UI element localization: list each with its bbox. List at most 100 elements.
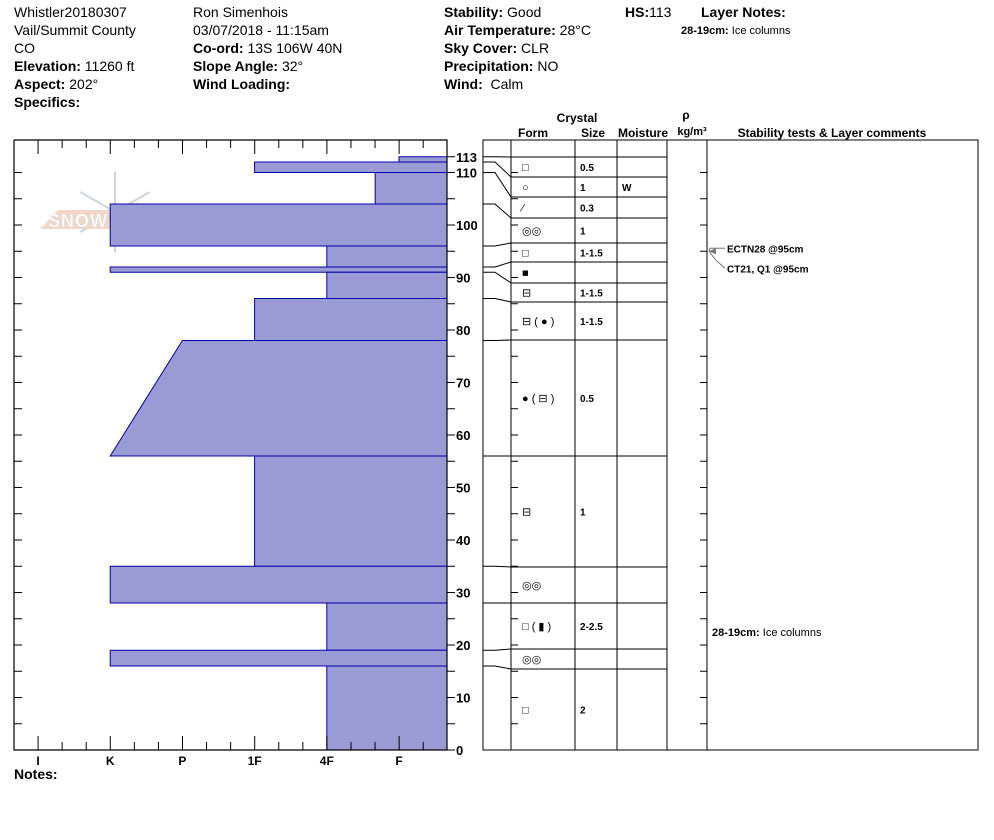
- specifics: Specifics:: [14, 93, 80, 111]
- crystal-size: 0.5: [580, 394, 594, 405]
- air-temp-value: 28°C: [559, 22, 591, 38]
- crystal-form-symbol: ○: [522, 182, 529, 194]
- elevation-label: Elevation:: [14, 58, 81, 74]
- coord: Co-ord: 13S 106W 40N: [193, 39, 342, 57]
- crystal-size: 0.5: [580, 163, 594, 174]
- sky-label: Sky Cover:: [444, 40, 518, 56]
- crystal-form-symbol: ⊟ ( ● ): [522, 316, 554, 328]
- crystal-size: 1-1.5: [580, 289, 603, 300]
- notes-label: Notes:: [14, 766, 58, 782]
- layer-notes-label: Layer Notes:: [701, 4, 786, 20]
- crystal-form-symbol: ⊟: [522, 507, 531, 519]
- crystal-form-symbol: ■: [522, 268, 529, 280]
- hardness-tick-label: 1F: [248, 754, 262, 768]
- air-temperature: Air Temperature: 28°C: [444, 21, 591, 39]
- hardness-tick-label: 4F: [320, 754, 334, 768]
- crystal-form-symbol: ◎◎: [522, 226, 541, 238]
- slope-value: 32°: [281, 58, 304, 74]
- moisture-header: Moisture: [618, 126, 668, 140]
- slope-angle: Slope Angle: 32°: [193, 57, 303, 75]
- observer: Ron Simenhois: [193, 4, 288, 20]
- stability-value: Good: [507, 4, 542, 20]
- layer-connector-line: [483, 271, 512, 284]
- hardness-layer-bar: [326, 602, 448, 651]
- crystal-size: 1: [580, 183, 586, 194]
- wind-loading-label: Wind Loading:: [193, 76, 291, 92]
- depth-tick-label: 10: [456, 691, 470, 706]
- depth-tick-label: 60: [456, 428, 470, 443]
- moisture-value: W: [622, 183, 632, 194]
- wind-value: Calm: [490, 76, 524, 92]
- hardness-tick-label: P: [178, 754, 186, 768]
- hardness-layer-bar: [254, 298, 448, 341]
- stability-test-label: CT21, Q1 @95cm: [727, 264, 809, 275]
- layer-connector-line: [483, 203, 512, 219]
- layer-connector-line: [483, 339, 512, 341]
- hardness-layer-bar: [326, 271, 448, 299]
- layer-connector-line: [483, 242, 512, 247]
- hardness-layer-bar: [109, 649, 448, 667]
- aspect-label: Aspect:: [14, 76, 66, 92]
- density-symbol-header: ρ: [682, 108, 689, 122]
- form-header: Form: [518, 126, 548, 140]
- precip-value: NO: [537, 58, 559, 74]
- crystal-size: 2: [580, 706, 586, 717]
- elevation: Elevation: 11260 ft: [14, 57, 134, 75]
- hardness-layer-bar: [374, 172, 448, 205]
- stability-test-label: ECTN28 @95cm: [727, 244, 804, 255]
- hardness-layer-bar: [254, 161, 448, 173]
- layer-note: 28-19cm: Ice columns: [681, 22, 790, 40]
- depth-tick-label: 80: [456, 323, 470, 338]
- crystal-form-symbol: ⊟: [522, 288, 531, 300]
- crystal-form-symbol: □ ( ▮ ): [522, 621, 551, 633]
- crystal-form-symbol: ◎◎: [522, 654, 541, 666]
- crystal-form-symbol: □: [522, 162, 529, 174]
- layer-note-text: Ice columns: [731, 25, 791, 37]
- hardness-layer-bar: [109, 340, 448, 457]
- layer-connector-line: [483, 161, 512, 178]
- hardness-layer-bar: [326, 665, 448, 751]
- stability-comments-header: Stability tests & Layer comments: [738, 126, 927, 140]
- crystal-size: 1: [580, 508, 586, 519]
- precip-label: Precipitation:: [444, 58, 534, 74]
- precipitation: Precipitation: NO: [444, 57, 558, 75]
- notes: Notes:: [14, 765, 58, 783]
- layer-connector-line: [483, 261, 512, 268]
- hs: HS:113: [625, 3, 671, 21]
- crystal-form-symbol: ◎◎: [522, 580, 541, 592]
- site-range: Vail/Summit County: [14, 22, 136, 38]
- depth-tick-label: 90: [456, 271, 470, 286]
- hardness-tick-label: F: [395, 754, 402, 768]
- air-temp-label: Air Temperature:: [444, 22, 556, 38]
- site-name: Whistler20180307: [14, 4, 127, 20]
- stability: Stability: Good: [444, 3, 541, 21]
- stability-label: Stability:: [444, 4, 504, 20]
- depth-tick-label: 70: [456, 376, 470, 391]
- hardness-tick-label: I: [36, 754, 39, 768]
- hardness-layer-bar: [254, 455, 448, 567]
- coord-value: 13S 106W 40N: [247, 40, 343, 56]
- stability-test-arrow: [708, 250, 726, 269]
- aspect: Aspect: 202°: [14, 75, 98, 93]
- crystal-size: 0.3: [580, 204, 594, 215]
- aspect-value: 202°: [69, 76, 99, 92]
- crystal-form-symbol: ● ( ⊟ ): [522, 393, 554, 405]
- coord-label: Co-ord:: [193, 40, 244, 56]
- slope-label: Slope Angle:: [193, 58, 279, 74]
- datetime: 03/07/2018 - 11:15am: [193, 22, 329, 38]
- depth-tick-label: 20: [456, 638, 470, 653]
- layer-comment-text: Ice columns: [763, 627, 822, 639]
- depth-tick-label: 113: [456, 150, 477, 165]
- crystal-header: Crystal: [557, 111, 598, 125]
- size-header: Size: [581, 126, 605, 140]
- wind-label: Wind:: [444, 76, 483, 92]
- hs-label: HS:: [625, 4, 650, 20]
- layer-comment: 28-19cm: Ice columns: [712, 627, 822, 639]
- crystal-form-symbol: □: [522, 705, 529, 717]
- sky-value: CLR: [521, 40, 550, 56]
- layer-connector-line: [483, 665, 512, 670]
- hardness-layer-bar: [326, 245, 448, 268]
- specifics-label: Specifics:: [14, 94, 81, 110]
